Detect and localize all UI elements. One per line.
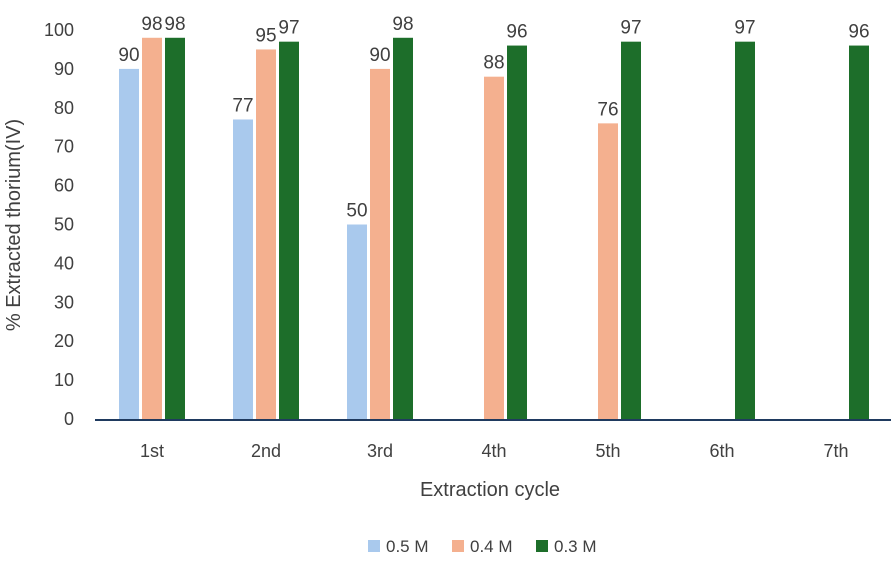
legend-label: 0.5 M xyxy=(386,537,429,556)
x-tick-label: 3rd xyxy=(367,441,393,461)
y-tick-label: 50 xyxy=(54,215,74,235)
data-label: 77 xyxy=(232,95,253,116)
y-tick-label: 20 xyxy=(54,331,74,351)
x-tick-label: 2nd xyxy=(251,441,281,461)
x-tick-label: 6th xyxy=(709,441,734,461)
data-label: 95 xyxy=(255,25,276,46)
y-tick-label: 10 xyxy=(54,370,74,390)
data-label: 76 xyxy=(597,99,618,120)
data-label: 96 xyxy=(848,22,869,43)
data-label: 90 xyxy=(118,45,139,66)
data-label: 97 xyxy=(734,18,755,39)
data-label: 98 xyxy=(164,14,185,35)
bars-layer xyxy=(119,37,869,420)
bar-0-3-m-3rd xyxy=(393,37,413,419)
y-tick-label: 60 xyxy=(54,176,74,196)
y-tick-label: 100 xyxy=(44,20,74,40)
x-axis-ticks: 1st 2nd 3rd 4th 5th 6th 7th xyxy=(140,441,849,461)
data-label: 88 xyxy=(483,53,504,74)
data-label: 50 xyxy=(346,201,367,222)
y-tick-label: 70 xyxy=(54,137,74,157)
y-tick-label: 40 xyxy=(54,253,74,273)
y-axis-title: % Extracted thorium(IV) xyxy=(3,119,25,331)
bar-0-5-m-3rd xyxy=(347,224,367,419)
y-tick-label: 80 xyxy=(54,98,74,118)
data-label: 96 xyxy=(506,22,527,43)
bar-0-3-m-6th xyxy=(735,41,755,420)
x-tick-label: 7th xyxy=(823,441,848,461)
data-label: 97 xyxy=(620,18,641,39)
bar-0-3-m-2nd xyxy=(279,41,299,420)
bar-0-4-m-1st xyxy=(142,37,162,419)
data-label: 90 xyxy=(369,45,390,66)
data-label: 98 xyxy=(141,14,162,35)
bar-0-3-m-4th xyxy=(507,45,527,420)
bar-0-4-m-5th xyxy=(598,123,618,420)
data-label: 97 xyxy=(278,18,299,39)
legend-label: 0.4 M xyxy=(470,537,513,556)
legend-label: 0.3 M xyxy=(554,537,597,556)
y-tick-label: 30 xyxy=(54,292,74,312)
y-tick-label: 90 xyxy=(54,59,74,79)
bar-0-5-m-1st xyxy=(119,68,139,420)
data-label: 98 xyxy=(392,14,413,35)
bar-0-3-m-7th xyxy=(849,45,869,420)
legend-swatch xyxy=(368,540,380,552)
bar-0-4-m-4th xyxy=(484,76,504,420)
legend-swatch xyxy=(536,540,548,552)
bar-0-4-m-3rd xyxy=(370,68,390,420)
bar-0-5-m-2nd xyxy=(233,119,253,419)
x-axis-title: Extraction cycle xyxy=(420,479,560,501)
y-axis-ticks: 0 10 20 30 40 50 60 70 80 90 100 xyxy=(44,20,74,429)
bar-0-4-m-2nd xyxy=(256,49,276,419)
x-tick-label: 5th xyxy=(595,441,620,461)
x-tick-label: 1st xyxy=(140,441,164,461)
bar-0-3-m-5th xyxy=(621,41,641,420)
y-tick-label: 0 xyxy=(64,409,74,429)
legend-swatch xyxy=(452,540,464,552)
x-tick-label: 4th xyxy=(481,441,506,461)
legend: 0.5 M 0.4 M 0.3 M xyxy=(368,537,597,556)
bar-0-3-m-1st xyxy=(165,37,185,419)
